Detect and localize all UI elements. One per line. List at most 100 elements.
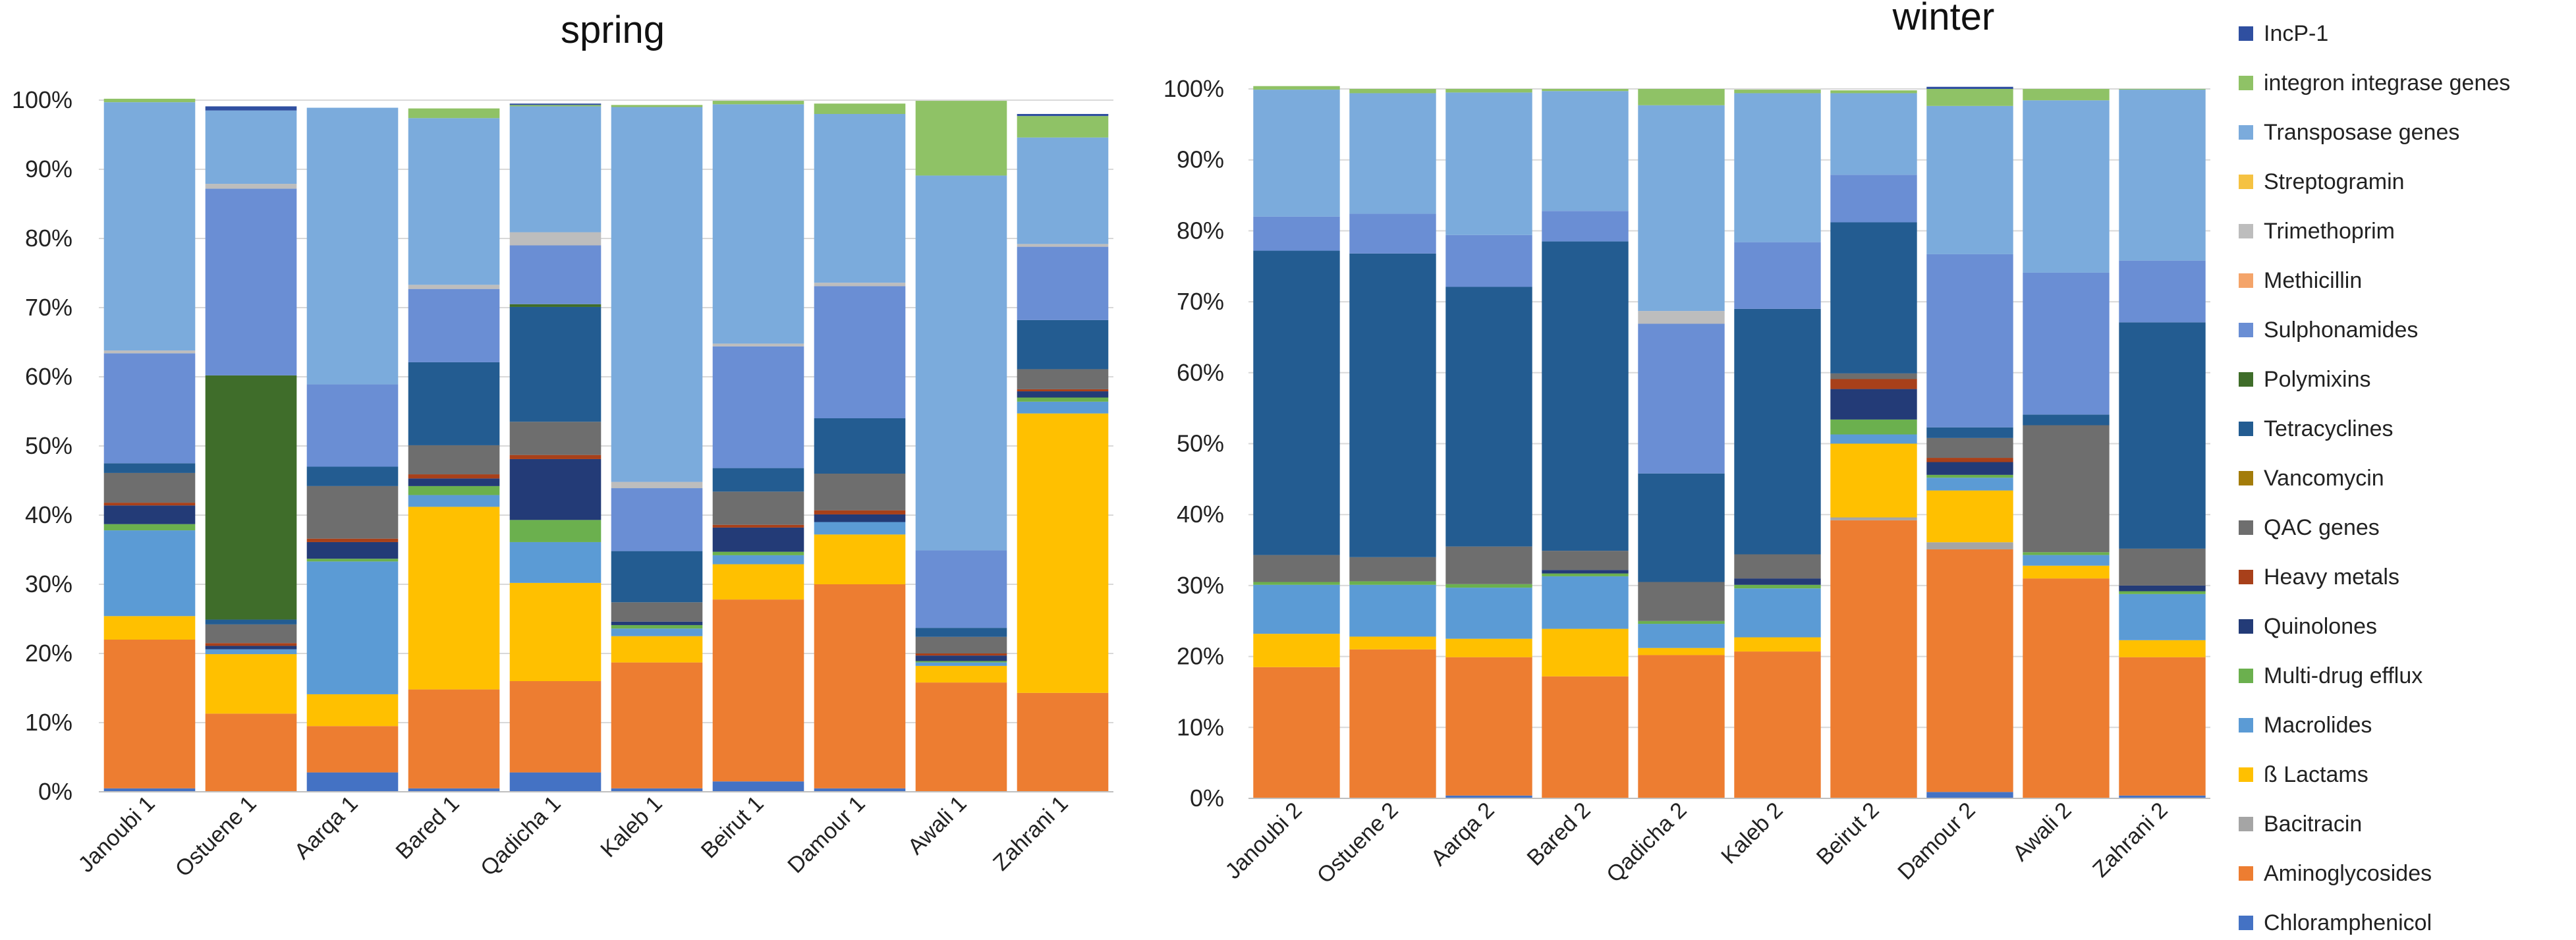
bar-segment-aminoglycosides xyxy=(1830,520,1917,798)
bar-segment-qac-genes xyxy=(1542,551,1629,570)
bar-segment-macrolides xyxy=(1926,478,2013,491)
bar-segment-integron-integrase-genes xyxy=(1542,89,1629,92)
legend-swatch xyxy=(2239,916,2253,930)
y-tick-label: 70% xyxy=(25,294,72,321)
x-tick-label: Janoubi 2 xyxy=(1221,798,1307,884)
y-tick-label: 60% xyxy=(25,363,72,390)
bar-segment-integron-integrase-genes xyxy=(1638,89,1725,105)
bar-segment-integron-integrase-genes xyxy=(509,105,602,107)
bar-segment-transposase-genes xyxy=(1830,93,1917,175)
x-tick-label: Beirut 2 xyxy=(1812,798,1884,870)
chart-title: spring xyxy=(561,9,665,51)
bar-segment-quinolones xyxy=(205,646,297,650)
y-tick-label: 0% xyxy=(38,778,72,805)
bar-segment-tetracyclines xyxy=(103,463,196,473)
bar-segment-polymixins xyxy=(509,304,602,307)
bar-segment-integron-integrase-genes xyxy=(1926,89,2013,106)
bar-segment-transposase-genes xyxy=(205,110,297,184)
bar-segment-qac-genes xyxy=(205,624,297,644)
bar-segment-multi-drug-efflux xyxy=(1349,581,1436,585)
bar-segment-multi-drug-efflux xyxy=(2023,552,2110,555)
x-tick-label: Bared 2 xyxy=(1523,798,1596,871)
legend-swatch xyxy=(2239,866,2253,881)
bar-segment-aminoglycosides xyxy=(408,689,500,788)
bar-segment-qac-genes xyxy=(509,422,602,455)
legend-label: Bacitracin xyxy=(2264,812,2362,837)
bar-segment-transposase-genes xyxy=(611,107,703,482)
bar-segment-tetracyclines xyxy=(2023,414,2110,426)
bar-segment-sulphonamides xyxy=(103,353,196,464)
bar-segment-multi-drug-efflux xyxy=(611,624,703,629)
y-tick-label: 30% xyxy=(1177,572,1224,599)
bar-segment-heavy-metals xyxy=(205,643,297,646)
bar-segment-aminoglycosides xyxy=(1734,651,1821,798)
bar-segment-beta-lactams xyxy=(1926,490,2013,543)
bar-segment-heavy-metals xyxy=(814,510,906,514)
legend-item-incp-1: IncP-1 xyxy=(2239,21,2328,46)
bar-segment-macrolides xyxy=(2023,555,2110,566)
bar-segment-integron-integrase-genes xyxy=(1445,89,1532,93)
bar-segment-heavy-metals xyxy=(103,503,196,506)
bar-segment-multi-drug-efflux xyxy=(1830,419,1917,435)
chart-title: winter xyxy=(1892,0,1995,38)
x-tick-label: Ostuene 2 xyxy=(1312,798,1403,889)
legend-label: Chloramphenicol xyxy=(2264,910,2432,935)
y-tick-label: 60% xyxy=(1177,359,1224,386)
bar-segment-transposase-genes xyxy=(712,104,804,344)
legend-item-integron-integrase-genes: integron integrase genes xyxy=(2239,70,2510,96)
x-tick-label: Kaleb 1 xyxy=(596,791,667,862)
legend-swatch xyxy=(2239,372,2253,387)
bar-segment-multi-drug-efflux xyxy=(1445,584,1532,588)
bar-segment-heavy-metals xyxy=(306,538,399,542)
legend-item-streptogramin: Streptogramin xyxy=(2239,169,2405,194)
bar-segment-quinolones xyxy=(814,514,906,522)
bar-segment-beta-lactams xyxy=(1253,634,1340,667)
legend-item-methicillin: Methicillin xyxy=(2239,268,2362,293)
bar-segment-polymixins xyxy=(205,375,297,620)
legend-item-heavy-metals: Heavy metals xyxy=(2239,565,2399,590)
bar-segment-multi-drug-efflux xyxy=(509,520,602,542)
bar-segment-quinolones xyxy=(509,458,602,520)
bar-segment-beta-lactams xyxy=(814,534,906,584)
y-tick-label: 100% xyxy=(1163,75,1224,102)
legend-label: Aminoglycosides xyxy=(2264,861,2432,886)
bar-segment-quinolones xyxy=(103,505,196,524)
legend-label: Sulphonamides xyxy=(2264,318,2418,343)
x-tick-label: Bared 1 xyxy=(391,791,464,864)
bar-segment-trimethoprim xyxy=(611,482,703,489)
bar-segment-trimethoprim xyxy=(712,343,804,346)
legend-label: Macrolides xyxy=(2264,713,2372,738)
bar-segment-chloramphenicol xyxy=(814,788,906,792)
bar-segment-integron-integrase-genes xyxy=(1253,86,1340,90)
bar-segment-trimethoprim xyxy=(509,232,602,246)
bar-segment-macrolides xyxy=(509,541,602,583)
bar-segment-sulphonamides xyxy=(915,550,1007,628)
y-tick-label: 50% xyxy=(25,432,72,459)
legend-item-chloramphenicol: Chloramphenicol xyxy=(2239,910,2432,935)
legend-swatch xyxy=(2239,125,2253,140)
y-tick-label: 80% xyxy=(25,225,72,252)
y-tick-label: 90% xyxy=(25,155,72,182)
bar-segment-multi-drug-efflux xyxy=(1253,582,1340,585)
bar-segment-trimethoprim xyxy=(1017,244,1109,247)
bar-segment-incp-1 xyxy=(509,103,602,105)
bar-segment-multi-drug-efflux xyxy=(1734,584,1821,589)
bar-segment-transposase-genes xyxy=(408,118,500,285)
bar-segment-transposase-genes xyxy=(814,114,906,283)
x-tick-label: Awali 2 xyxy=(2008,798,2077,866)
bar-segment-chloramphenicol xyxy=(408,788,500,792)
bar-segment-sulphonamides xyxy=(408,289,500,362)
bar-segment-macrolides xyxy=(306,561,399,694)
bar-segment-sulphonamides xyxy=(814,286,906,418)
bar-segment-macrolides xyxy=(1253,584,1340,634)
bar-segment-heavy-metals xyxy=(509,455,602,459)
bar-segment-trimethoprim xyxy=(1638,311,1725,324)
bar-segment-quinolones xyxy=(611,621,703,625)
legend-swatch xyxy=(2239,619,2253,634)
bar-segment-sulphonamides xyxy=(1349,213,1436,254)
bar-segment-tetracyclines xyxy=(1926,427,2013,438)
bar-segment-qac-genes xyxy=(814,474,906,511)
bar-segment-tetracyclines xyxy=(1830,222,1917,373)
bar-segment-aminoglycosides xyxy=(2023,578,2110,798)
x-tick-label: Zahrani 1 xyxy=(988,791,1073,875)
